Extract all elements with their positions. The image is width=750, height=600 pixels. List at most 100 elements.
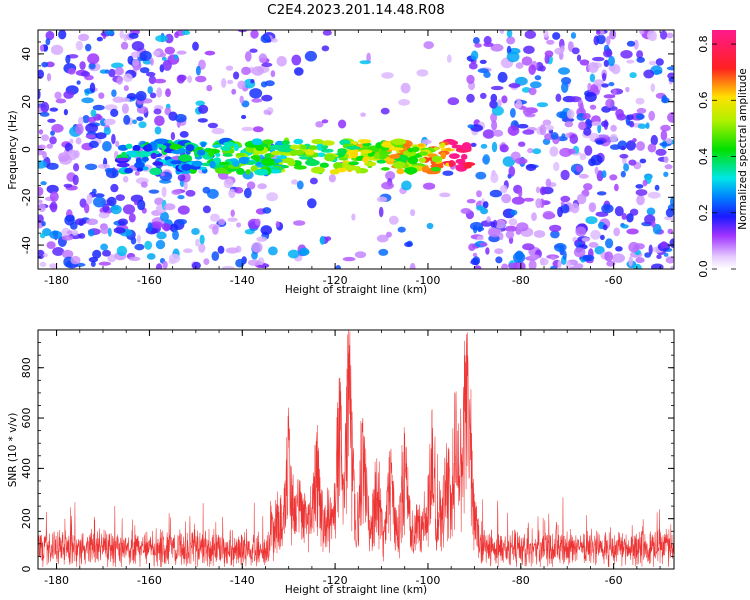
spectrogram-cell xyxy=(110,183,119,193)
spectrogram-signal-cell xyxy=(222,153,233,157)
spectrogram-cell xyxy=(39,232,46,239)
spectrogram-cell xyxy=(225,65,234,71)
spectrogram-cell xyxy=(54,91,62,100)
spectrogram-cell xyxy=(557,206,563,218)
spectrogram-cell xyxy=(583,183,593,191)
spectrogram-cell xyxy=(636,141,645,151)
spectrogram-signal-cell xyxy=(462,162,476,167)
spectrogram-cell xyxy=(177,174,186,182)
spectrogram-cell xyxy=(71,229,79,236)
spectrogram-signal-cell xyxy=(362,156,369,163)
spectrogram-cell xyxy=(521,56,533,66)
spectrogram-cell xyxy=(161,223,171,231)
spectrogram-cell xyxy=(260,34,271,44)
spectrogram-cell xyxy=(397,226,406,233)
spectrogram-signal-cell xyxy=(440,142,446,147)
spectrogram-cell xyxy=(147,222,153,232)
spectrogram-cell xyxy=(528,254,540,260)
spectrogram-cell xyxy=(149,57,154,66)
spectrogram-signal-cell xyxy=(320,145,329,149)
spectrogram-cell xyxy=(636,56,645,63)
spectrogram-cell xyxy=(614,206,624,217)
spectrogram-cell xyxy=(156,87,163,98)
spectrogram-cell xyxy=(319,235,325,245)
spectrogram-cell xyxy=(518,187,523,198)
spectrogram-cell xyxy=(518,141,526,147)
spectrogram-cell xyxy=(38,89,41,100)
spectrogram-cell xyxy=(140,181,148,188)
spectrogram-signal-cell xyxy=(235,153,245,157)
spectrogram-cell xyxy=(254,218,261,226)
spectrogram-cell xyxy=(656,254,662,259)
spectrogram-cell xyxy=(606,260,616,267)
spectrogram-cell xyxy=(111,62,124,69)
spectrogram-signal-cell xyxy=(289,149,305,156)
spectrogram-cell xyxy=(401,180,412,191)
spectrogram-cell xyxy=(67,67,76,75)
spectrogram-cell xyxy=(501,95,508,104)
spectrogram-cell xyxy=(85,163,98,170)
spectrogram-cell xyxy=(589,104,597,110)
spectrogram-cell xyxy=(666,32,674,39)
spectrogram-cell xyxy=(241,100,250,108)
spectrogram-cell xyxy=(325,236,332,241)
spectrogram-cell xyxy=(560,201,565,206)
spectrogram-cell xyxy=(296,180,304,190)
spectrogram-signal-cell xyxy=(238,156,250,165)
spectrogram-cell xyxy=(147,86,153,95)
spectrogram-cell xyxy=(522,129,535,135)
spectrogram-cell xyxy=(482,154,490,165)
spectrogram-cell xyxy=(227,217,238,222)
spectrogram-cell xyxy=(90,109,97,117)
spectrogram-cell xyxy=(608,55,615,67)
spectrogram-signal-cell xyxy=(307,156,314,163)
spectrogram-signal-cell xyxy=(141,156,149,162)
spectrogram-cell xyxy=(612,88,617,96)
spectrogram-signal-cell xyxy=(116,157,130,162)
spectrogram-signal-cell xyxy=(233,143,239,152)
spectrogram-cell xyxy=(480,143,488,149)
spectrogram-cell xyxy=(164,33,174,44)
spectrogram-cell xyxy=(195,100,205,107)
spectrogram-signal-cell xyxy=(250,155,261,160)
spectrogram-cell xyxy=(210,213,220,222)
spectrogram-signal-cell xyxy=(290,144,299,150)
spectrogram-cell xyxy=(66,230,74,235)
spectrogram-signal-cell xyxy=(254,168,269,176)
spectrogram-cell xyxy=(41,61,49,68)
spectrogram-cell xyxy=(43,253,48,258)
spectrogram-cell xyxy=(597,123,602,134)
spectrogram-signal-cell xyxy=(321,140,335,146)
spectrogram-cell xyxy=(88,62,96,70)
spectrogram-signal-cell xyxy=(268,169,282,174)
spectrogram-cell xyxy=(267,111,272,116)
spectrogram-cell xyxy=(113,227,126,234)
spectrogram-signal-cell xyxy=(448,160,455,168)
spectrogram-cell xyxy=(423,41,435,50)
spectrogram-cell xyxy=(614,183,619,192)
spectrogram-cell xyxy=(523,45,535,54)
spectrogram-signal-cell xyxy=(411,146,420,152)
spectrogram-cell xyxy=(47,118,56,123)
spectrogram-cell xyxy=(171,189,182,195)
spectrogram-cell xyxy=(609,133,618,143)
spectrogram-cell xyxy=(165,88,171,98)
spectrogram-cell xyxy=(466,199,476,204)
spectrogram-cell xyxy=(528,87,537,96)
spectrogram-cell xyxy=(241,126,254,132)
spectrogram-cell xyxy=(636,107,647,114)
spectrogram-cell xyxy=(261,62,273,67)
spectrogram-cell xyxy=(596,191,607,196)
spectrogram-cell xyxy=(100,118,107,127)
spectrogram-cell xyxy=(89,82,96,93)
x-tick-label: -80 xyxy=(512,574,530,587)
spectrogram-signal-cell xyxy=(270,150,282,156)
colorbar: 0.0 0.2 0.4 0.6 0.8 Normalized spectral ampl… xyxy=(697,30,749,278)
spectrogram-signal-cell xyxy=(359,149,373,154)
spectrogram-cell xyxy=(128,213,136,223)
spectrogram-signal-cell xyxy=(223,141,236,147)
y-tick-label: 0 xyxy=(20,146,33,153)
spectrogram-cell xyxy=(122,176,129,183)
spectrogram-cell xyxy=(476,205,485,211)
spectrogram-cell xyxy=(588,202,597,213)
